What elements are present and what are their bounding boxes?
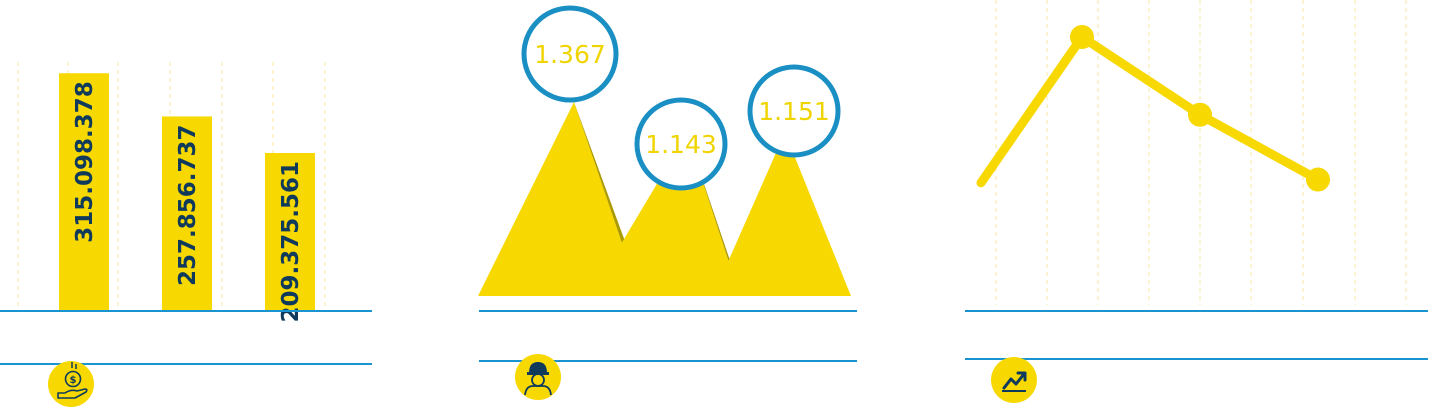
line-point xyxy=(1070,25,1094,49)
line-chart-gridlines xyxy=(995,0,1407,305)
bar xyxy=(265,153,315,311)
line-point xyxy=(1188,102,1212,127)
bar-data-label: 315.098.378 xyxy=(72,81,98,243)
bar-chart: 315.098.378 257.856.737 209.375.561 $ xyxy=(0,62,372,407)
peak-value-badge xyxy=(521,5,619,103)
peak-data-label: 1.367 xyxy=(534,40,606,69)
bar-chart-bars: 315.098.378 257.856.737 209.375.561 xyxy=(59,73,315,323)
peak-data-label: 1.143 xyxy=(645,130,717,159)
line-chart xyxy=(965,0,1428,403)
trend-up-icon xyxy=(991,357,1037,403)
bar-data-label: 209.375.561 xyxy=(278,161,304,323)
line-chart-series xyxy=(976,25,1330,192)
bar-data-label: 257.856.737 xyxy=(175,124,201,286)
peak-value-badge xyxy=(634,97,728,191)
peak-data-label: 1.151 xyxy=(758,97,830,126)
money-hand-icon: $ xyxy=(48,361,94,407)
bar xyxy=(162,116,212,312)
peak-chart-peaks: 1.367 1.143 1.151 xyxy=(478,5,851,296)
peak-value-badge xyxy=(747,64,841,158)
line-point xyxy=(1306,167,1330,192)
peak-light-face xyxy=(478,102,640,296)
bar xyxy=(59,73,109,311)
line-series xyxy=(976,32,1323,188)
peak-front-face xyxy=(713,132,785,296)
peak-chart: 1.367 1.143 1.151 xyxy=(478,5,857,400)
worker-icon xyxy=(515,354,561,400)
svg-text:$: $ xyxy=(70,375,77,386)
